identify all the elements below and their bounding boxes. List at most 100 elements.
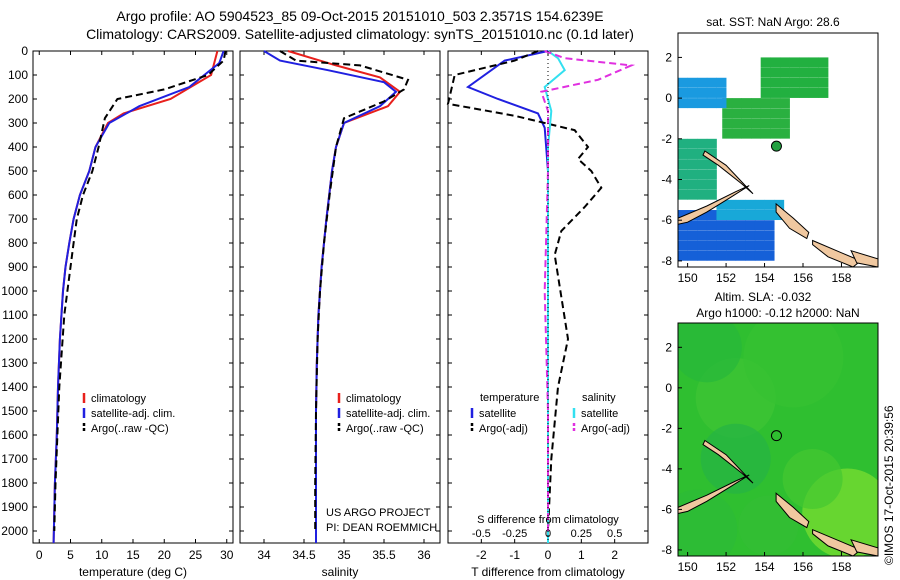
sst-cell	[697, 240, 708, 251]
depth-tick-label: 600	[8, 188, 28, 202]
figure-title-line1: Argo profile: AO 5904523_85 09-Oct-2015 …	[116, 8, 603, 24]
map-x-tick-label: 150	[678, 560, 698, 574]
s-tick-label: 0.25	[571, 528, 592, 540]
series-line-argo-raw-qc-	[53, 50, 227, 532]
figure-title-line2: Climatology: CARS2009. Satellite-adjuste…	[86, 26, 634, 42]
depth-tick-label: 1900	[1, 500, 28, 514]
sst-cell	[799, 67, 810, 78]
map-y-tick-label: 0	[665, 381, 672, 395]
depth-tick-label: 200	[8, 92, 28, 106]
sst-cell	[808, 87, 819, 98]
series-line-satellite-adj-clim-	[52, 50, 225, 544]
sst-cell	[745, 240, 756, 251]
sst-cell	[706, 138, 717, 149]
map-frame	[677, 322, 879, 557]
sst-cell	[678, 240, 688, 251]
legend-item-label: satellite	[479, 408, 516, 420]
depth-tick-label: 1700	[1, 452, 28, 466]
sst-cell	[735, 210, 746, 221]
x-axis-label: salinity	[322, 565, 359, 579]
sst-cell	[745, 230, 756, 241]
sst-cell	[697, 148, 708, 159]
map-x-tick-label: 154	[755, 271, 775, 285]
sst-cell	[697, 230, 708, 241]
s-tick-label: 0.5	[607, 528, 622, 540]
sst-cell	[678, 77, 688, 88]
sst-cell	[716, 220, 727, 231]
sst-cell	[779, 108, 790, 119]
s-tick-label: -0.5	[472, 528, 491, 540]
sst-cell	[760, 67, 771, 78]
x-axis-label: temperature (deg C)	[79, 565, 187, 579]
sst-cell	[770, 98, 781, 109]
x-tick-label: 35	[337, 548, 351, 562]
sst-cell	[726, 230, 737, 241]
legend-item-label: satellite	[581, 408, 618, 420]
series-line-argo-raw-qc-	[279, 50, 410, 531]
series-line-climatology	[52, 50, 219, 544]
sst-cell	[722, 128, 733, 139]
series-line-satellite-adj-clim-	[263, 50, 398, 543]
sst-cell	[687, 240, 698, 251]
x-tick-label: 1	[578, 548, 585, 562]
legend-item-label: Argo(-adj)	[479, 423, 528, 435]
x-tick-label: 34.5	[292, 548, 316, 562]
sla-blob	[700, 423, 771, 494]
sst-cell	[706, 250, 717, 261]
sla-blob	[782, 449, 843, 510]
land-mass	[678, 474, 750, 515]
sst-cell	[779, 67, 790, 78]
sst-cell	[789, 77, 800, 88]
map-content	[678, 323, 878, 556]
sst-cell	[799, 87, 810, 98]
sst-cell	[779, 128, 790, 139]
sst-cell	[706, 210, 717, 221]
sst-cell	[745, 210, 756, 221]
land-mass	[850, 538, 878, 556]
sst-cell	[678, 98, 688, 109]
sst-cell	[745, 250, 756, 261]
depth-tick-label: 0	[21, 44, 28, 58]
land-mass	[812, 528, 862, 556]
sst-cell	[760, 77, 771, 88]
sst-cell	[818, 67, 829, 78]
argo-float-marker	[770, 430, 782, 442]
sst-cell	[764, 240, 775, 251]
x-tick-label: 34	[257, 548, 271, 562]
sst-cell	[741, 118, 752, 129]
sst-cell	[697, 138, 708, 149]
sst-cell	[687, 230, 698, 241]
sst-cell	[741, 128, 752, 139]
map-y-tick-label: -8	[661, 254, 672, 268]
sst-cell	[770, 108, 781, 119]
sst-cell	[745, 220, 756, 231]
map-x-tick-label: 150	[678, 271, 698, 285]
sst-cell	[678, 148, 688, 159]
depth-tick-label: 1200	[1, 332, 28, 346]
sst-cell	[764, 199, 775, 210]
difference-profile-chart: -2 -1 0 1 2 -0.5 -0.25 0 0.25 0.5 S difference fro…	[446, 50, 649, 579]
x-tick-label: 25	[189, 548, 203, 562]
sst-cell	[678, 230, 688, 241]
x-tick-label: 2	[611, 548, 618, 562]
depth-tick-label: 1000	[1, 284, 28, 298]
sst-cell	[687, 179, 698, 190]
sst-cell	[808, 57, 819, 68]
sst-cell	[751, 118, 762, 129]
sst-cell	[687, 98, 698, 109]
sst-cell	[770, 57, 781, 68]
land-mass	[702, 439, 754, 484]
sst-cell	[726, 250, 737, 261]
sst-cell	[770, 128, 781, 139]
sst-cell	[687, 220, 698, 231]
sst-cell	[808, 67, 819, 78]
sst-cell	[726, 240, 737, 251]
map-y-tick-label: -8	[661, 543, 672, 557]
sst-cell	[687, 159, 698, 170]
sst-cell	[789, 87, 800, 98]
legend-item-label: climatology	[346, 393, 402, 405]
sst-cell	[754, 220, 765, 231]
depth-tick-label: 300	[8, 116, 28, 130]
sst-map-title: sat. SST: NaN Argo: 28.6	[706, 15, 840, 29]
sst-cell	[735, 199, 746, 210]
